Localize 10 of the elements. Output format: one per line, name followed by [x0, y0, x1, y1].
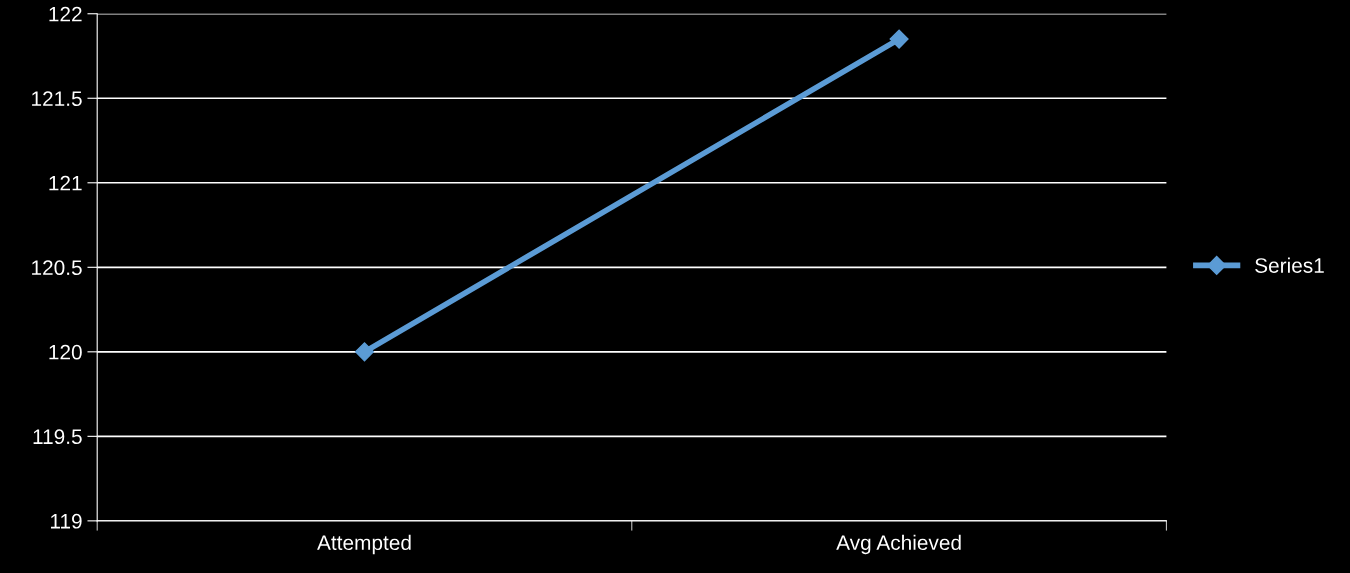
x-tick-label: Avg Achieved [836, 534, 961, 555]
y-tick-label: 119.5 [33, 429, 82, 445]
legend-label: Series1 [1255, 257, 1324, 273]
y-tick-label: 119 [50, 513, 82, 529]
y-tick-label: 120 [49, 344, 82, 360]
x-tick-label: Attempted [317, 534, 411, 555]
y-tick-label: 120.5 [32, 260, 82, 276]
y-tick-label: 122 [49, 6, 82, 22]
y-tick-label: 121.5 [32, 91, 82, 107]
y-tick-label: 121 [49, 175, 82, 191]
